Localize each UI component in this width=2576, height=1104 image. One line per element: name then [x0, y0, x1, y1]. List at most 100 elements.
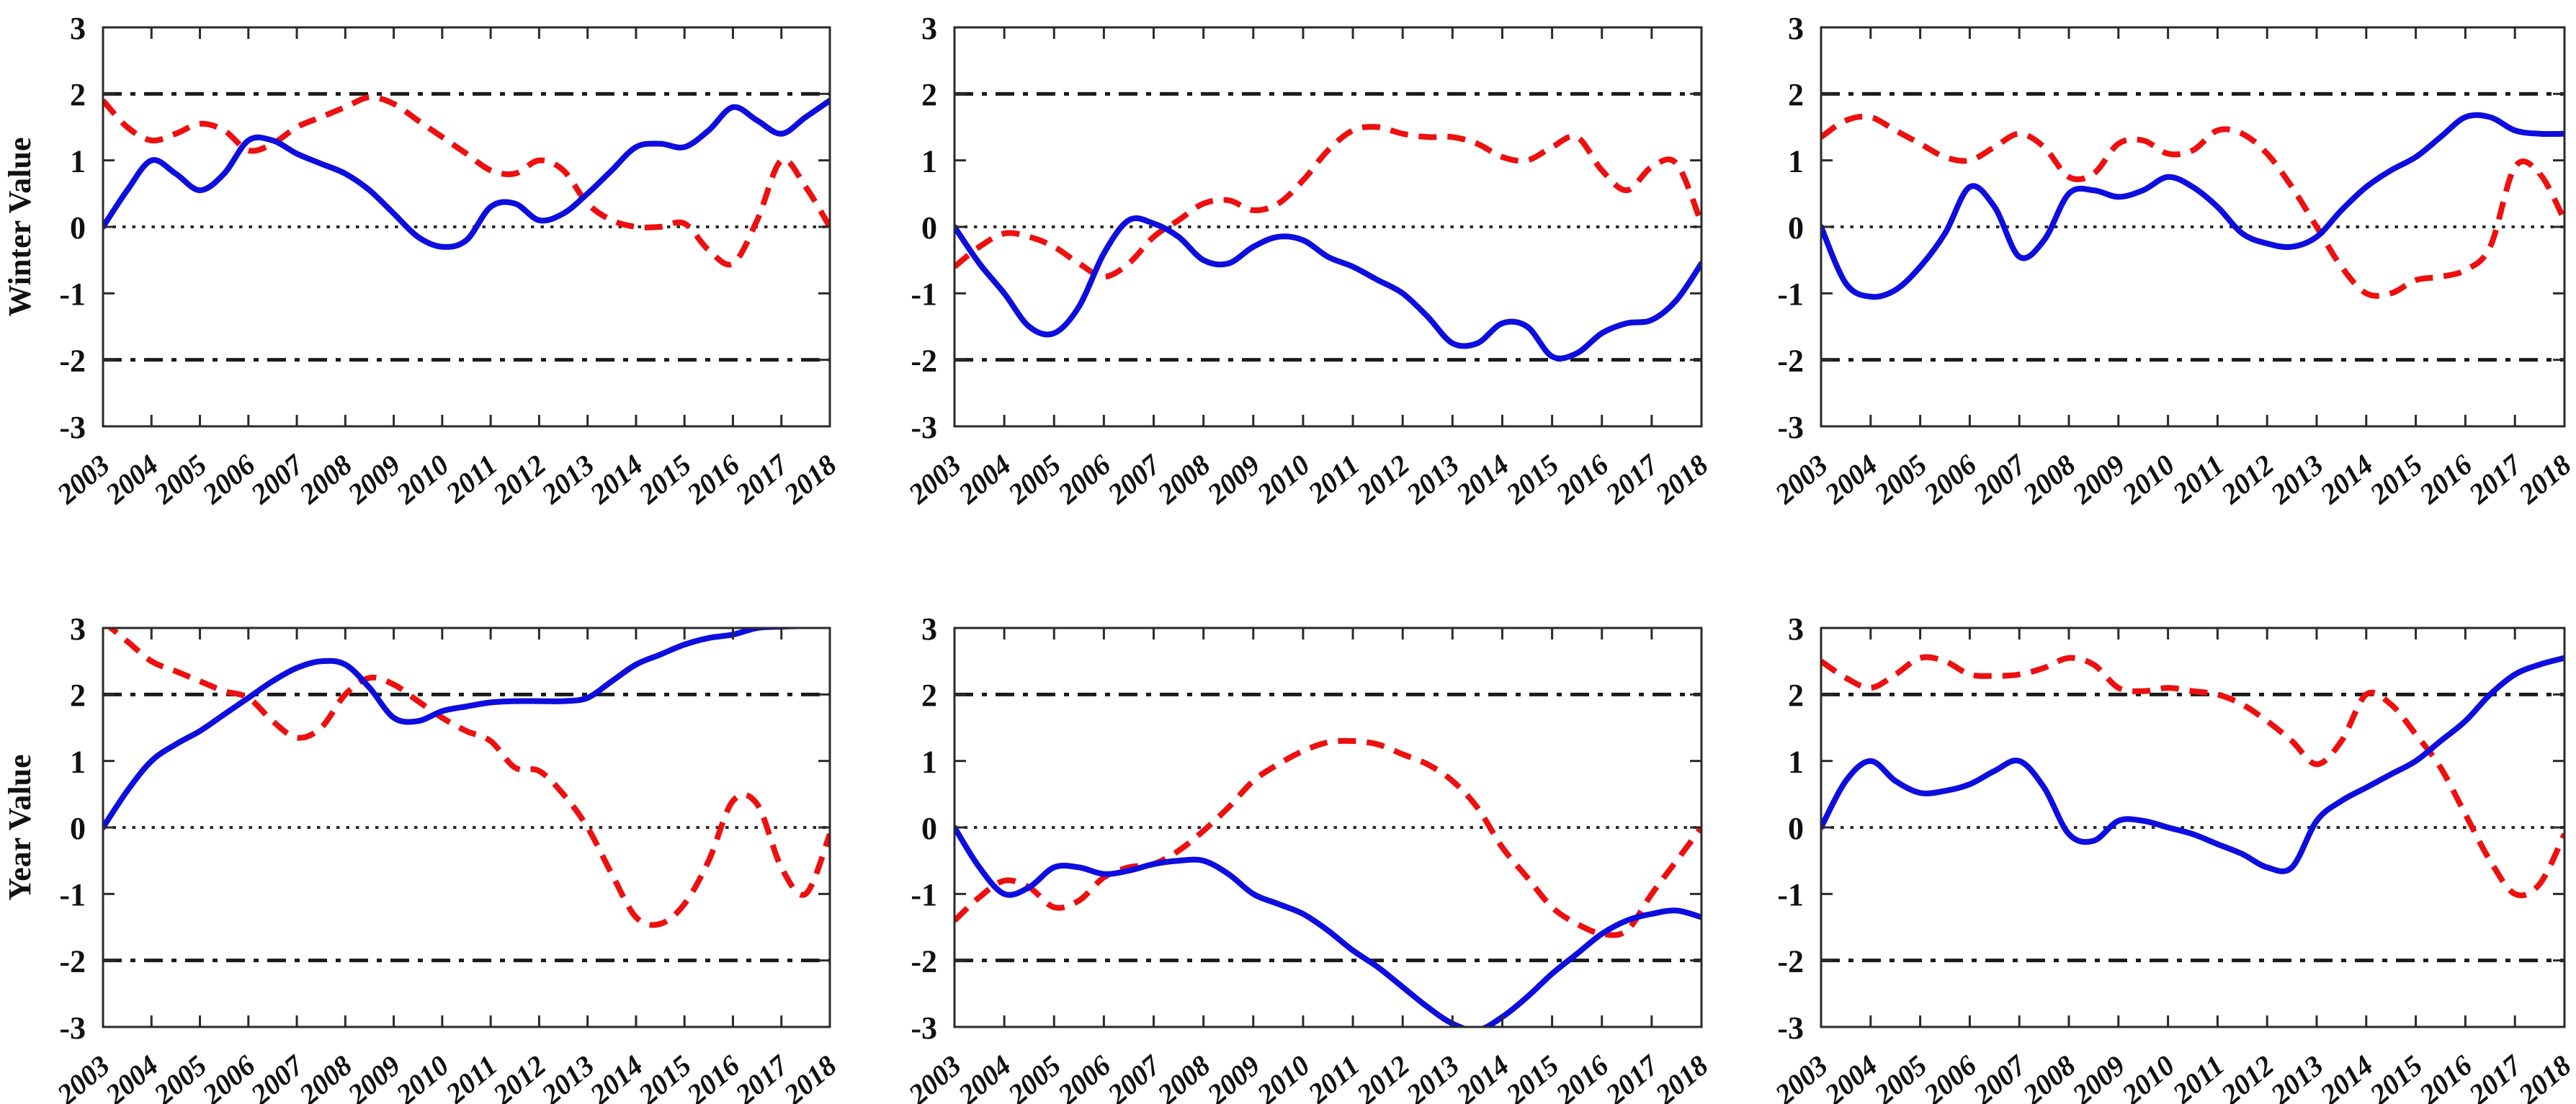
y-axis-title: Winter Value	[2, 138, 37, 317]
x-tick-label-group: 2003	[902, 1049, 967, 1104]
y-tick-label: -1	[911, 877, 937, 912]
x-tick-label: 2014	[1449, 448, 1515, 511]
chart-year-right-svg: 3210-1-2-3200320042005200620072008200920…	[1768, 611, 2576, 1104]
x-tick-label-group: 2012	[1350, 448, 1416, 511]
y-tick-label: -1	[1777, 877, 1804, 912]
x-tick-label-group: 2014	[2314, 448, 2379, 511]
y-tick-label: -3	[911, 410, 937, 445]
chart-year-middle-svg: 3210-1-2-3200320042005200620072008200920…	[902, 611, 1714, 1104]
x-tick-label-group: 2004	[952, 448, 1017, 511]
x-tick-label: 2010	[1251, 448, 1316, 511]
y-tick-label: 2	[1788, 77, 1804, 112]
blue-solid-line	[1821, 655, 2564, 874]
y-axis-title: Year Value	[2, 754, 37, 900]
x-tick-label-group: 2013	[2264, 448, 2330, 511]
y-tick-label: -3	[59, 410, 86, 445]
x-tick-label: 2015	[1499, 448, 1565, 511]
x-tick-label: 2011	[1302, 448, 1366, 509]
y-tick-label: 1	[921, 144, 937, 179]
x-tick-label-group: 2018	[2512, 448, 2576, 511]
y-tick-label: 2	[70, 678, 86, 713]
x-tick-label-group: 2009	[1201, 448, 1266, 511]
blue-solid-line	[103, 628, 830, 830]
plot-area-winter-middle: 3210-1-2-3200320042005200620072008200920…	[902, 11, 1714, 511]
x-tick-label-group: 2004	[1818, 448, 1884, 511]
x-tick-label: 2003	[902, 448, 967, 511]
y-tick-label: -3	[911, 1010, 937, 1046]
x-tick-label: 2016	[1549, 448, 1615, 511]
series-group	[954, 124, 1701, 362]
y-tick-label: 3	[921, 611, 937, 647]
x-tick-label: 2003	[1768, 1049, 1834, 1104]
x-tick-label-group: 2010	[2115, 448, 2181, 511]
blue-solid-line	[954, 825, 1701, 1027]
y-tick-label: 0	[1788, 210, 1804, 246]
y-tick-label: 2	[921, 77, 937, 112]
y-tick-label: 1	[921, 745, 937, 780]
chart-winter-right-svg: 3210-1-2-3200320042005200620072008200920…	[1768, 11, 2576, 511]
red-dashed-line	[954, 737, 1701, 938]
y-tick-label: -3	[59, 1010, 86, 1046]
y-tick-label: 0	[70, 210, 86, 246]
y-tick-label: -2	[1777, 344, 1804, 379]
plot-area-year-middle: 3210-1-2-3200320042005200620072008200920…	[902, 611, 1714, 1104]
x-tick-label: 2016	[2412, 448, 2478, 511]
x-tick-label-group: 2005	[1867, 448, 1933, 511]
y-tick-label: 3	[1788, 611, 1804, 647]
x-tick-label: 2014	[2314, 448, 2379, 511]
tick-marks	[1820, 27, 2566, 426]
x-tick-label: 2004	[1818, 448, 1884, 511]
series-group	[103, 94, 830, 268]
x-tick-label: 2003	[902, 1049, 967, 1104]
red-dashed-line	[106, 628, 830, 928]
y-tick-label: 1	[70, 144, 86, 179]
y-tick-label: -2	[59, 944, 86, 979]
x-tick-label-group: 2008	[1150, 448, 1216, 511]
y-tick-label: 3	[70, 611, 86, 647]
tick-marks	[1820, 628, 2566, 1027]
y-tick-label: 3	[70, 11, 86, 46]
y-tick-label: 2	[70, 77, 86, 112]
chart-year-left-svg: 3210-1-2-3200320042005200620072008200920…	[2, 611, 843, 1104]
x-tick-label: 2011	[2166, 448, 2230, 509]
x-tick-label: 2009	[1201, 448, 1266, 511]
x-tick-label-group: 2005	[1001, 448, 1067, 511]
x-tick-label: 2017	[1599, 447, 1666, 511]
y-tick-label: 1	[1788, 144, 1804, 179]
chart-winter-middle-svg: 3210-1-2-3200320042005200620072008200920…	[902, 11, 1714, 511]
y-tick-label: -3	[1777, 410, 1804, 445]
x-tick-label-group: 2011	[1302, 448, 1366, 509]
y-tick-label: 3	[921, 11, 937, 46]
y-tick-label: 0	[921, 210, 937, 246]
x-tick-label-group: 2012	[2214, 448, 2280, 511]
plot-area-year-right: 3210-1-2-3200320042005200620072008200920…	[1768, 611, 2576, 1104]
x-tick-label: 2018	[1649, 448, 1714, 511]
x-tick-label-group: 2010	[1251, 448, 1316, 511]
y-tick-label: 3	[1788, 11, 1804, 46]
y-tick-label: -2	[1777, 944, 1804, 979]
x-tick-label-group: 2009	[2066, 448, 2132, 511]
x-tick-label: 2007	[1101, 447, 1168, 511]
x-tick-label: 2003	[50, 1049, 116, 1104]
tick-marks	[953, 628, 1703, 1027]
x-tick-label-group: 2016	[1549, 448, 1615, 511]
y-tick-label: -2	[911, 944, 937, 979]
x-tick-label-group: 2013	[1400, 448, 1465, 511]
y-axis-title-group: Year Value	[2, 754, 37, 900]
y-axis-title-group: Winter Value	[2, 138, 37, 317]
x-tick-label: 2008	[1150, 448, 1216, 511]
y-tick-label: 0	[921, 811, 937, 846]
y-tick-label: -1	[59, 277, 86, 312]
plot-area-winter-left: 3210-1-2-3200320042005200620072008200920…	[2, 11, 843, 511]
x-tick-label-group: 2003	[902, 448, 967, 511]
y-tick-label: -2	[59, 344, 86, 379]
x-tick-label-group: 2008	[2016, 448, 2082, 511]
x-tick-label: 2018	[777, 448, 843, 511]
x-tick-label-group: 2011	[1302, 1049, 1366, 1104]
x-tick-label: 2005	[1001, 448, 1067, 511]
red-dashed-line	[1821, 113, 2564, 299]
series-group	[1821, 654, 2564, 899]
x-tick-label: 2013	[1400, 448, 1465, 511]
x-tick-label: 2006	[1917, 448, 1982, 511]
x-tick-label: 2011	[1302, 1049, 1366, 1104]
